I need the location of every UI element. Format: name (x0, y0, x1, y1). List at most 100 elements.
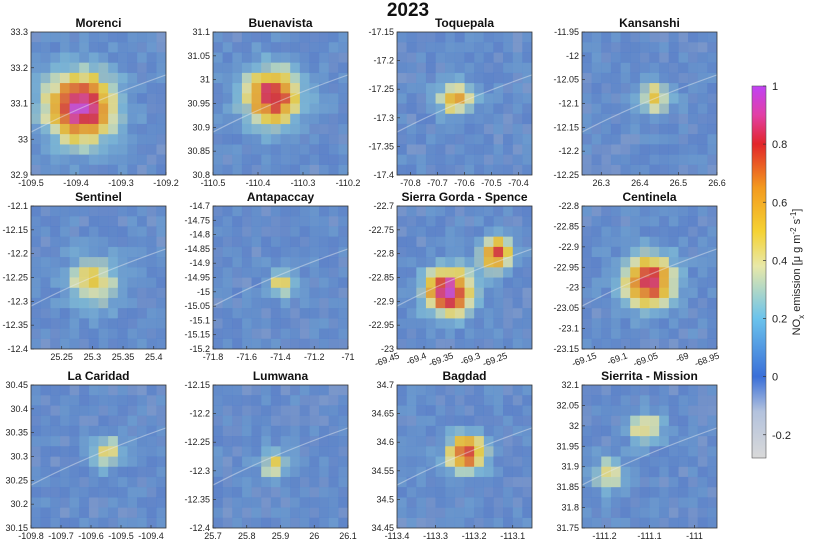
heat-cell (213, 395, 223, 406)
colorbar-tick-label: 0.4 (772, 255, 787, 267)
heat-cell (40, 144, 51, 155)
heat-cell (280, 113, 291, 125)
heat-cell (659, 83, 669, 94)
heat-cell (601, 466, 612, 478)
heat-cell (435, 236, 446, 248)
heat-cell (406, 476, 417, 488)
heat-cell (464, 52, 475, 63)
heat-cell (659, 103, 669, 114)
heat-cell (610, 287, 621, 299)
heat-cell (649, 466, 660, 478)
heat-cell (213, 113, 223, 125)
heat-cell (299, 154, 310, 165)
heat-cell (649, 328, 660, 339)
y-tick-label: -12 (566, 51, 579, 61)
heat-cell (261, 226, 272, 237)
heat-cell (309, 123, 320, 135)
heat-cell (40, 318, 51, 329)
x-tick-label: -110.2 (336, 178, 361, 188)
heat-cell (156, 385, 166, 396)
heat-cell (397, 277, 407, 288)
heat-cell (610, 487, 621, 498)
heat-cell (31, 277, 41, 288)
heat-cell (474, 267, 484, 278)
heat-cell (649, 226, 660, 237)
x-tick-label: -109.3 (108, 178, 134, 188)
heat-cell (639, 497, 650, 508)
heat-cell (659, 134, 669, 145)
heat-cell (582, 164, 592, 175)
heat-cell (620, 405, 631, 416)
y-tick-label: 30.95 (187, 99, 210, 109)
heat-cell (406, 395, 417, 406)
heat-cell (707, 446, 717, 457)
heat-cell (309, 297, 320, 309)
heat-cell (40, 52, 51, 63)
heat-cell (522, 487, 532, 498)
heat-cell (678, 308, 689, 319)
heat-cell (639, 308, 650, 319)
heat-cell (213, 507, 223, 518)
heat-cell (493, 446, 504, 457)
heat-cell (582, 497, 592, 508)
y-tick-label: -17.3 (373, 113, 394, 123)
heat-cell (512, 226, 523, 237)
heat-cell (445, 32, 456, 43)
heat-cell (31, 338, 41, 349)
heat-cell (582, 277, 592, 288)
heat-cell (474, 103, 484, 114)
heat-cell (639, 134, 650, 145)
heat-cell (270, 164, 281, 175)
heat-cell (338, 425, 348, 437)
heat-cell (474, 246, 484, 258)
heat-cell (707, 72, 717, 84)
heat-cell (512, 236, 523, 248)
heat-cell (582, 297, 592, 309)
heat-cell (493, 93, 504, 104)
heat-cell (338, 72, 348, 84)
heat-cell (454, 93, 465, 104)
heat-cell (493, 123, 504, 135)
heat-cell (69, 466, 80, 478)
y-tick-label: 34.7 (376, 380, 394, 390)
heat-cell (493, 395, 504, 406)
heat-cell (280, 123, 291, 135)
heat-cell (591, 246, 602, 258)
heat-cell (50, 123, 61, 135)
heat-cell (309, 405, 320, 416)
heat-cell (338, 318, 348, 329)
heat-cell (270, 415, 281, 427)
heat-cell (416, 497, 427, 508)
heat-cell (435, 405, 446, 416)
panel-title: Kansanshi (619, 16, 680, 30)
heat-cell (620, 446, 631, 457)
heat-cell (512, 267, 523, 278)
heat-cell (659, 405, 669, 416)
heat-cell (397, 236, 407, 248)
heat-cell (445, 72, 456, 84)
heat-cell (127, 425, 138, 437)
heat-cell (483, 507, 494, 518)
heat-cell (445, 405, 456, 416)
heat-cell (309, 277, 320, 288)
y-tick-label: 31 (200, 75, 210, 85)
heat-cell (117, 52, 128, 63)
heat-cell (582, 267, 592, 278)
heat-cell (98, 405, 109, 416)
heat-cell (98, 236, 109, 248)
heat-cell (697, 164, 708, 175)
heat-cell (668, 32, 679, 43)
heat-cell (610, 328, 621, 339)
heat-cell (512, 144, 523, 155)
heat-cell (601, 103, 612, 114)
heat-cell (328, 216, 339, 227)
heat-cell (425, 318, 436, 329)
heat-cell (591, 144, 602, 155)
heat-cell (678, 164, 689, 175)
heat-cell (406, 154, 417, 165)
heat-cell (445, 436, 456, 447)
heat-cell (416, 226, 427, 237)
heat-cell (241, 308, 252, 319)
heat-cell (620, 246, 631, 258)
heat-cell (697, 267, 708, 278)
